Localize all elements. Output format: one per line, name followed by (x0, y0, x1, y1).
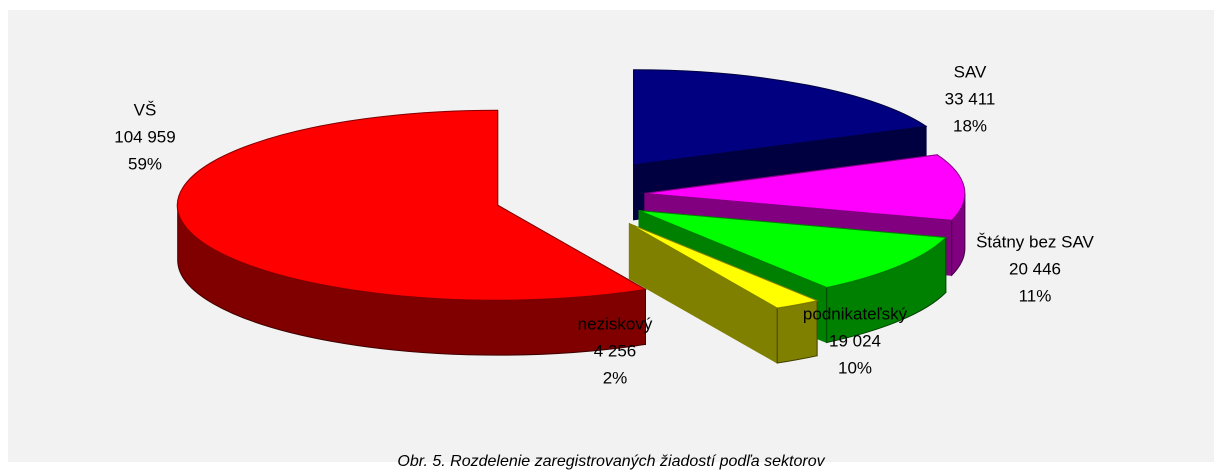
slice-top (176, 109, 647, 301)
value-label: 33 411 (945, 89, 996, 108)
slice-label: VŠ (134, 100, 157, 119)
percent-label: 59% (128, 154, 162, 173)
slice-label: SAV (954, 62, 987, 81)
value-label: 20 446 (1009, 259, 1061, 278)
percent-label: 2% (603, 368, 628, 387)
slice-label: Štátny bez SAV (976, 232, 1094, 251)
value-label: 4 256 (594, 341, 637, 360)
percent-label: 10% (838, 358, 872, 377)
value-label: 19 024 (829, 331, 881, 350)
slice-top (638, 210, 947, 289)
chart-title: Obr. 5. Rozdelenie zaregistrovaných žiad… (397, 453, 825, 470)
percent-label: 18% (953, 116, 987, 135)
value-label: 104 959 (114, 127, 175, 146)
slice-top (644, 154, 966, 221)
slice-label: podnikateľský (803, 304, 908, 323)
slice-top (633, 69, 928, 166)
slice (176, 109, 647, 356)
slice-top (629, 223, 819, 309)
percent-label: 11% (1019, 286, 1052, 305)
slice-label: neziskový (578, 314, 653, 333)
slice (628, 222, 819, 364)
